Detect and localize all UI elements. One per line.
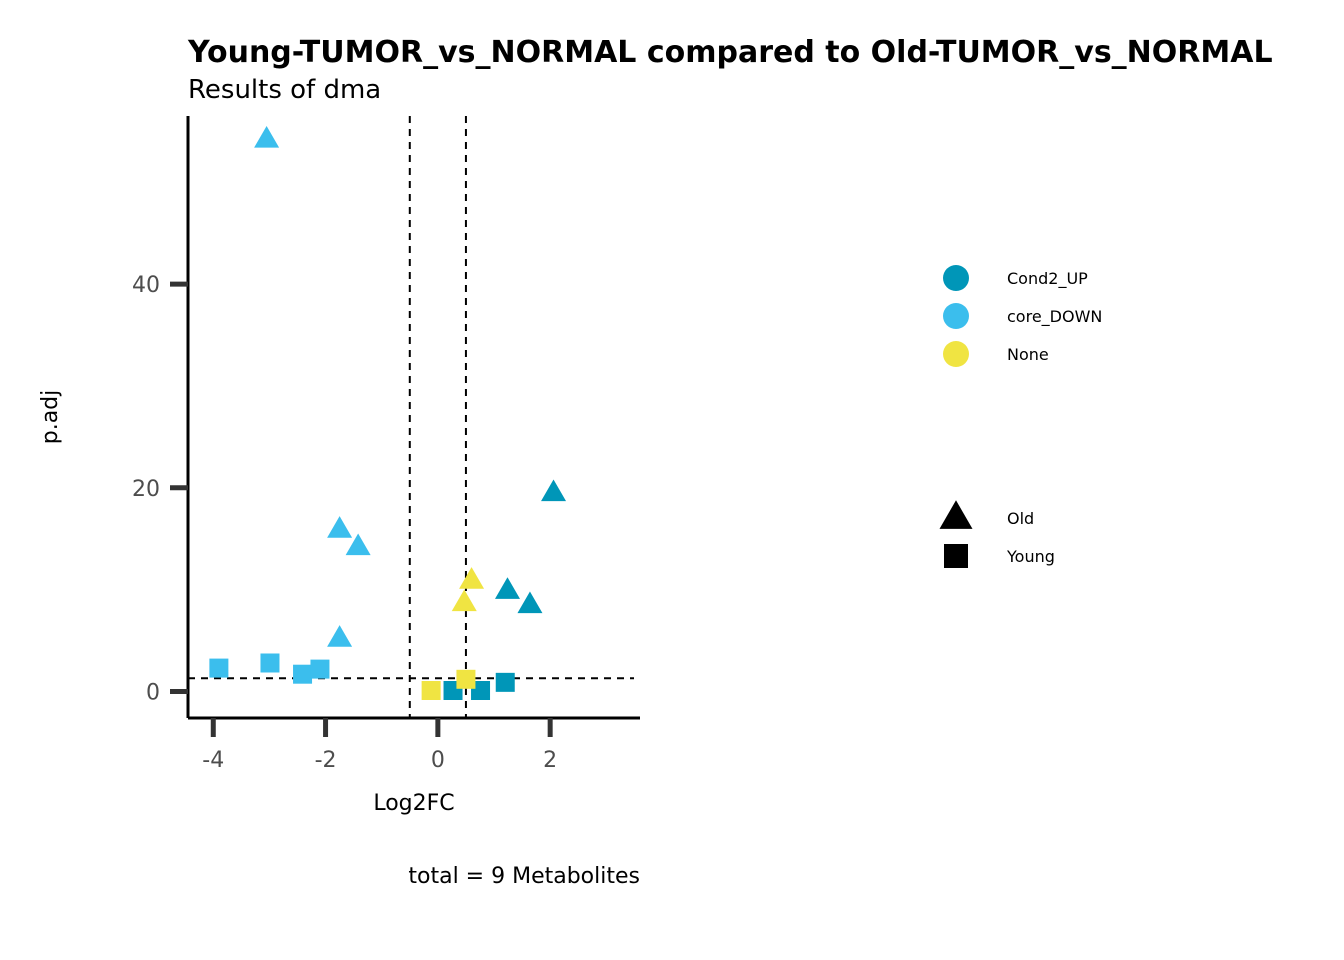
x-tick-label: -2 [315,748,337,773]
legend-key-cond2-up [943,265,969,291]
data-points [209,126,567,700]
y-tick-label: 20 [132,477,160,502]
y-axis-label: p.adj [38,390,63,445]
threshold-lines [188,116,634,718]
point-young-16 [421,680,441,700]
point-old-2 [345,533,371,556]
legend-key-core-down [943,303,969,329]
color-legend: Cond2_UP core_DOWN None [943,265,1102,367]
point-young-15 [471,680,491,700]
legend-label: Young [1006,547,1055,566]
point-old-0 [254,126,280,148]
y-tick-label: 40 [132,273,160,298]
point-old-8 [451,589,477,612]
point-old-6 [517,591,543,614]
y-axis-ticks: 0 20 40 [132,273,188,706]
shape-legend: Old Young [939,500,1055,568]
legend-label: Cond2_UP [1007,269,1088,289]
point-young-11 [293,664,313,684]
point-old-7 [459,567,485,589]
point-old-5 [494,577,520,599]
point-young-13 [495,672,515,692]
legend-label: Old [1007,509,1034,528]
x-tick-label: 0 [431,748,445,773]
legend-key-none [943,341,969,367]
point-old-1 [327,516,353,538]
x-axis-ticks: -4 -2 0 2 [202,718,557,773]
chart-title: Young-TUMOR_vs_NORMAL compared to Old-TU… [187,35,1273,70]
point-old-4 [541,479,567,502]
chart-subtitle: Results of dma [188,75,381,105]
chart-caption: total = 9 Metabolites [408,864,640,889]
legend-label: core_DOWN [1007,307,1102,327]
point-young-12 [310,659,330,679]
y-tick-label: 0 [146,681,160,706]
legend-key-young [944,544,968,568]
x-tick-label: -4 [202,748,224,773]
point-young-10 [260,653,280,673]
legend-label: None [1007,345,1049,364]
point-young-17 [456,669,476,689]
x-axis-label: Log2FC [373,791,454,816]
x-tick-label: 2 [543,748,557,773]
point-young-9 [209,658,229,678]
legend-key-old [939,500,973,529]
plot-area: -4 -2 0 2 0 20 40 [132,116,640,773]
point-old-3 [327,625,353,647]
